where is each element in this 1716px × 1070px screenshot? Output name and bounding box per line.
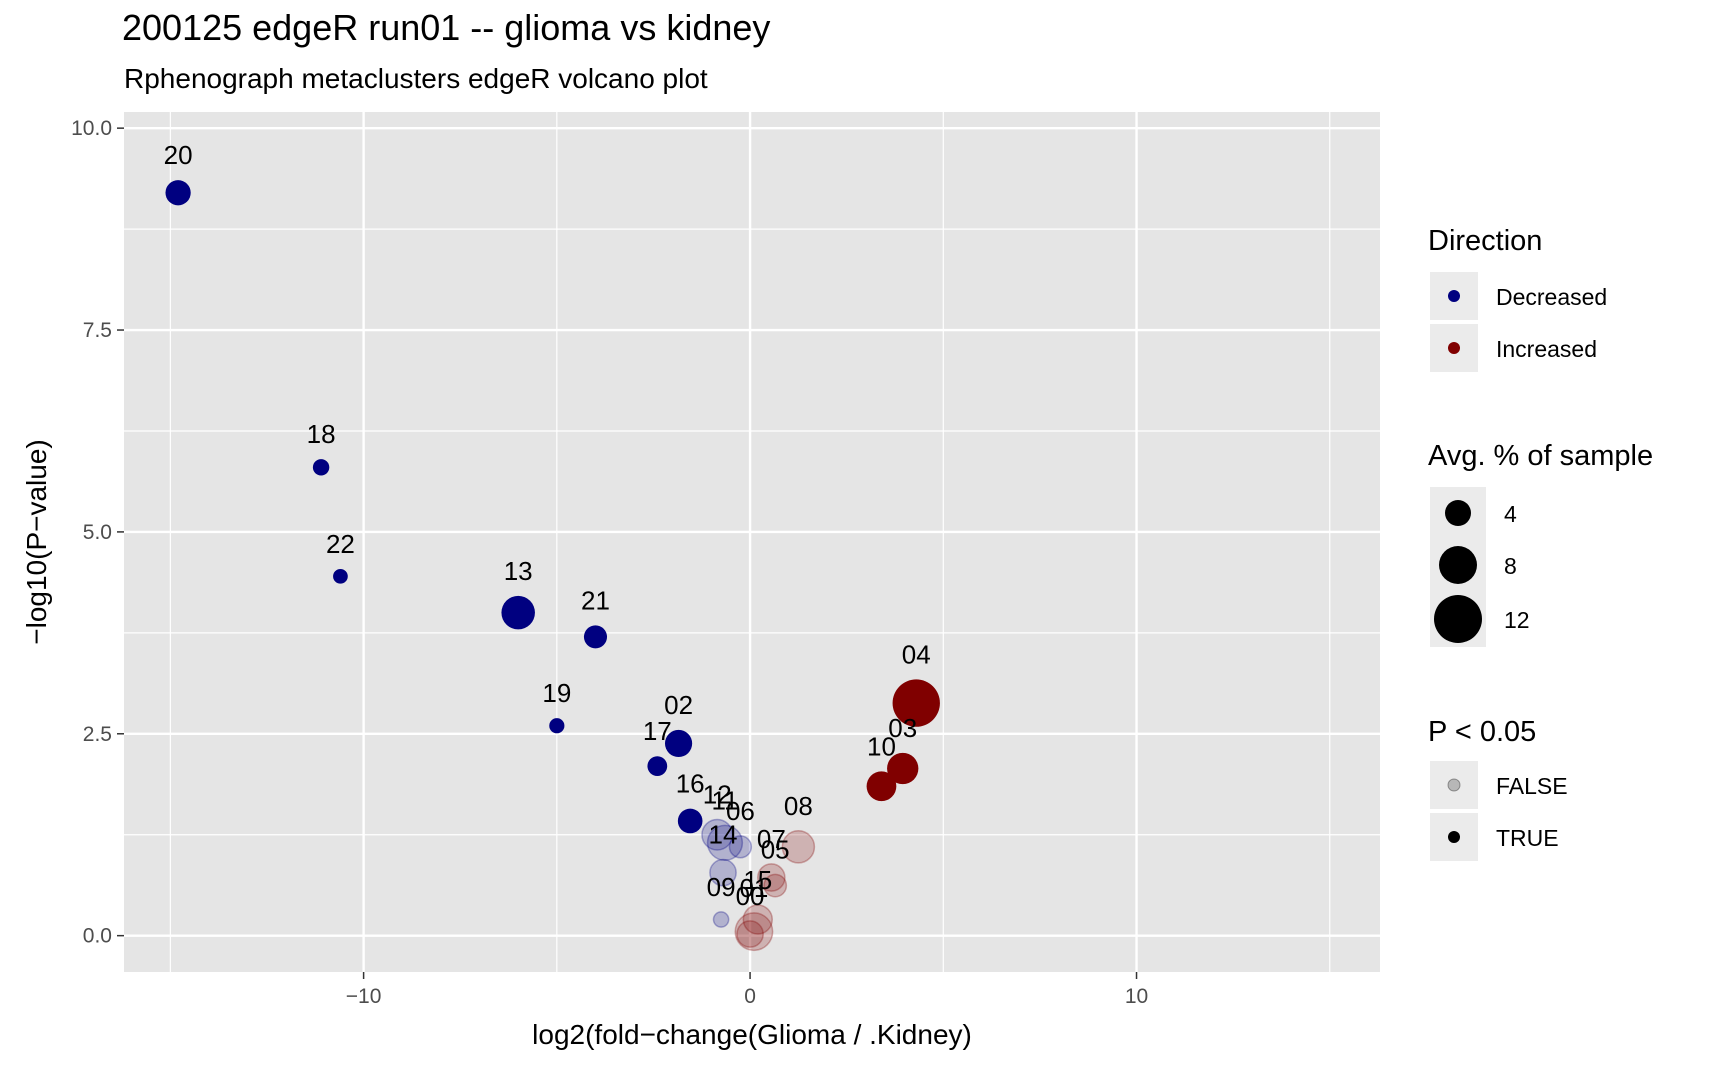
x-tick-label: 10 — [1125, 985, 1148, 1008]
point-04 — [892, 679, 940, 727]
x-tick-label: −10 — [346, 985, 382, 1008]
point-label-05: 05 — [761, 834, 790, 864]
legend-direction-title: Direction — [1428, 225, 1542, 257]
point-label-22: 22 — [326, 529, 355, 559]
point-13 — [501, 595, 535, 630]
legend-label-increased: Increased — [1496, 336, 1597, 362]
x-axis-label: log2(fold−change(Glioma / .Kidney) — [532, 1019, 972, 1050]
point-17 — [647, 756, 668, 776]
legend-dot-false — [1447, 778, 1461, 792]
legend-key-false — [1430, 761, 1478, 809]
point-16 — [677, 808, 703, 834]
point-label-03: 03 — [888, 713, 917, 743]
point-label-01: 01 — [739, 873, 768, 903]
y-tick-label: 10.0 — [71, 117, 112, 140]
point-02 — [664, 729, 693, 758]
legend: Direction Decreased Increased Avg. % of … — [1428, 225, 1653, 861]
point-label-10: 10 — [867, 731, 896, 761]
point-label-21: 21 — [581, 585, 610, 615]
chart-subtitle: Rphenograph metaclusters edgeR volcano p… — [124, 63, 708, 94]
y-axis-label: −log10(P−value) — [21, 439, 52, 644]
point-06 — [728, 835, 753, 859]
y-tick-label: 0.0 — [83, 925, 112, 948]
point-label-17: 17 — [643, 716, 672, 746]
point-21 — [583, 625, 608, 649]
legend-label-size-4: 4 — [1504, 501, 1517, 527]
chart-title: 200125 edgeR run01 -- glioma vs kidney — [122, 7, 770, 48]
point-19 — [549, 718, 565, 734]
legend-size-title: Avg. % of sample — [1428, 440, 1653, 472]
point-20 — [165, 180, 191, 206]
point-label-18: 18 — [307, 419, 336, 449]
point-08 — [781, 830, 816, 864]
y-tick-label: 5.0 — [83, 521, 112, 544]
x-axis-ticks: −10 0 10 — [346, 972, 1148, 1008]
point-03 — [887, 752, 919, 785]
point-22 — [333, 568, 348, 584]
point-10 — [866, 771, 897, 802]
point-label-16: 16 — [676, 769, 705, 799]
point-label-19: 19 — [542, 678, 571, 708]
legend-dot-size-12 — [1434, 595, 1482, 643]
legend-dot-decreased — [1448, 290, 1460, 302]
point-label-08: 08 — [784, 791, 813, 821]
legend-label-decreased: Decreased — [1496, 284, 1607, 310]
point-05 — [763, 873, 788, 898]
point-09 — [712, 911, 730, 928]
legend-dot-size-4 — [1445, 500, 1471, 526]
y-axis-ticks: 0.0 2.5 5.0 7.5 10.0 — [71, 117, 124, 948]
legend-label-true: TRUE — [1496, 825, 1559, 851]
point-14 — [709, 858, 737, 887]
point-label-15: 15 — [743, 865, 772, 895]
legend-dot-true — [1448, 831, 1460, 843]
point-label-06: 06 — [726, 796, 755, 826]
legend-label-size-12: 12 — [1504, 607, 1530, 633]
point-label-11: 11 — [711, 785, 738, 815]
legend-label-false: FALSE — [1496, 773, 1568, 799]
point-label-04: 04 — [902, 639, 931, 669]
point-18 — [312, 459, 330, 476]
legend-label-size-8: 8 — [1504, 553, 1517, 579]
plot-panel — [124, 112, 1380, 972]
point-12 — [701, 818, 734, 851]
legend-significance-title: P < 0.05 — [1428, 716, 1536, 748]
point-label-20: 20 — [164, 140, 193, 170]
legend-dot-increased — [1448, 342, 1460, 354]
x-tick-label: 0 — [744, 985, 756, 1008]
point-label-14: 14 — [709, 820, 738, 850]
point-07 — [756, 863, 786, 892]
point-label-13: 13 — [504, 556, 533, 586]
legend-dot-size-8 — [1439, 546, 1477, 584]
points-layer — [165, 180, 940, 952]
point-label-02: 02 — [664, 690, 693, 720]
grid-major — [124, 112, 1380, 972]
point-label-07: 07 — [757, 824, 786, 854]
y-tick-label: 7.5 — [83, 319, 112, 342]
point-00 — [736, 920, 764, 948]
point-label-00: 00 — [736, 881, 765, 911]
point-label-12: 12 — [703, 779, 732, 809]
y-tick-label: 2.5 — [83, 723, 112, 746]
point-label-09: 09 — [707, 872, 736, 902]
point-11 — [706, 824, 744, 861]
point-01 — [734, 912, 774, 952]
point-15 — [742, 904, 774, 935]
grid-minor — [124, 112, 1380, 972]
